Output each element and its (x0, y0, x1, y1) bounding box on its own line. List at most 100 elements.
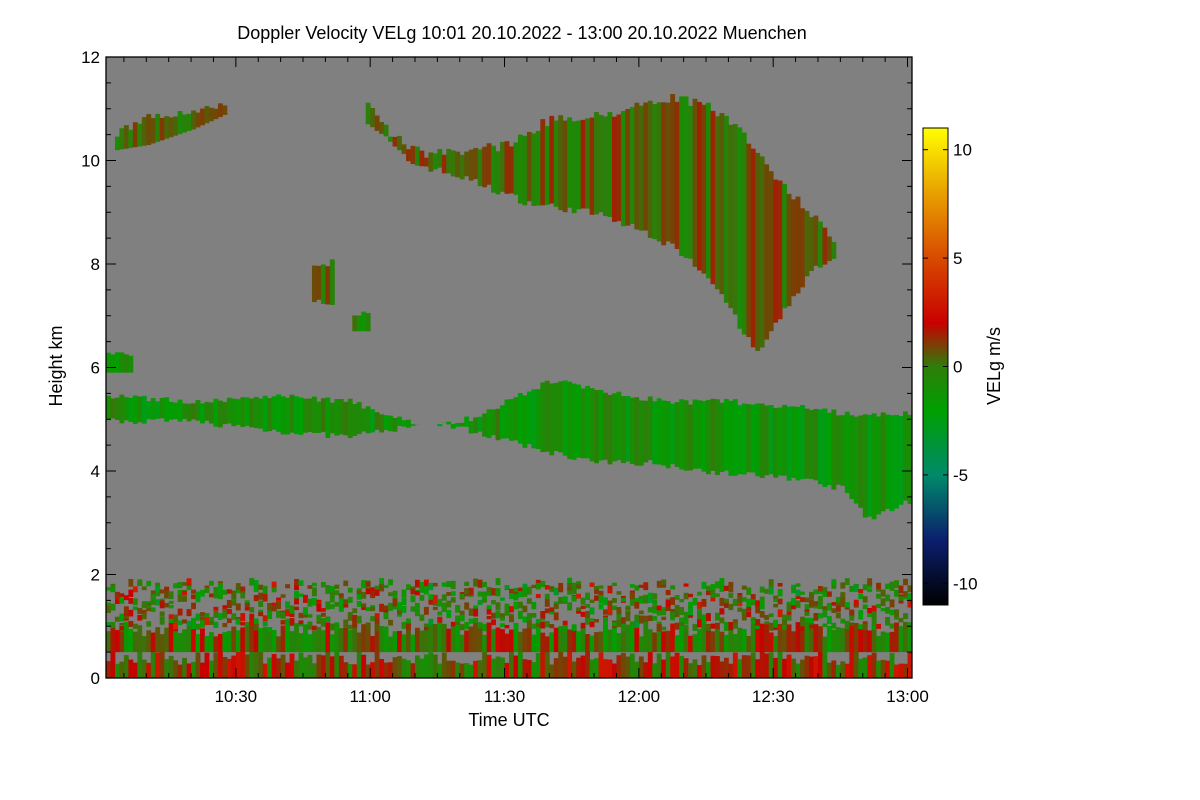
heatmap-cell (150, 590, 156, 597)
heatmap-cell (513, 624, 519, 653)
heatmap-cell (513, 622, 519, 630)
heatmap-cell (746, 603, 752, 612)
heatmap-cell (423, 626, 429, 631)
heatmap-cell (522, 605, 528, 613)
heatmap-cell (423, 623, 429, 653)
heatmap-cell (343, 627, 349, 653)
heatmap-cell (791, 598, 796, 606)
heatmap-cell (491, 145, 496, 193)
heatmap-cell (168, 618, 174, 624)
heatmap-cell (455, 151, 461, 178)
heatmap-cell (437, 424, 443, 427)
heatmap-cell (773, 603, 779, 608)
heatmap-cells (106, 94, 913, 678)
heatmap-cell (141, 395, 147, 424)
heatmap-cell (262, 627, 268, 653)
heatmap-cell (688, 601, 693, 608)
heatmap-cell (773, 179, 779, 323)
heatmap-cell (804, 408, 810, 479)
heatmap-cell (800, 659, 805, 678)
heatmap-cell (706, 661, 711, 678)
heatmap-cell (186, 609, 192, 616)
heatmap-cell (325, 622, 331, 653)
heatmap-cell (379, 584, 385, 592)
heatmap-cell (128, 598, 134, 604)
heatmap-cell (791, 587, 796, 594)
heatmap-cell (258, 584, 264, 590)
heatmap-cell (773, 595, 779, 601)
heatmap-cell (759, 596, 765, 602)
heatmap-cell (311, 396, 317, 433)
heatmap-cell (419, 594, 425, 601)
heatmap-cell (558, 626, 564, 631)
heatmap-cell (674, 635, 680, 653)
heatmap-cell (504, 603, 510, 610)
heatmap-cell (338, 608, 344, 612)
heatmap-cell (123, 354, 129, 373)
heatmap-cell (338, 593, 344, 598)
heatmap-cell (379, 625, 385, 653)
heatmap-cell (486, 409, 492, 439)
heatmap-cell (719, 585, 725, 592)
heatmap-cell (835, 605, 841, 612)
heatmap-cell (755, 622, 761, 653)
heatmap-cell (764, 626, 770, 653)
x-tick-label: 10:30 (215, 687, 258, 706)
heatmap-cell (679, 609, 685, 615)
heatmap-cell (795, 663, 801, 678)
heatmap-cell (777, 649, 783, 678)
heatmap-cell (876, 623, 882, 629)
heatmap-cell (289, 605, 295, 609)
heatmap-cell (764, 614, 770, 620)
heatmap-cell (840, 628, 846, 653)
heatmap-cell (809, 592, 814, 600)
heatmap-cell (826, 602, 832, 611)
heatmap-cell (522, 616, 528, 623)
heatmap-cell (665, 401, 671, 469)
heatmap-cell (661, 400, 667, 466)
heatmap-cell (849, 622, 855, 627)
heatmap-cell (450, 599, 456, 603)
heatmap-cell (862, 414, 868, 518)
heatmap-cell (486, 587, 492, 593)
heatmap-cell (168, 117, 174, 138)
heatmap-cell (320, 608, 326, 612)
heatmap-cell (535, 389, 541, 450)
heatmap-cell (741, 403, 747, 475)
heatmap-cell (200, 620, 205, 628)
y-tick-label: 2 (91, 566, 100, 585)
heatmap-cell (379, 122, 385, 134)
heatmap-cell (634, 614, 640, 622)
heatmap-cell (191, 110, 196, 130)
heatmap-cell (428, 583, 434, 591)
heatmap-cell (419, 630, 425, 653)
heatmap-cell (898, 416, 904, 505)
heatmap-cell (835, 664, 841, 678)
heatmap-cell (343, 599, 349, 605)
heatmap-cell (500, 657, 505, 678)
heatmap-cell (191, 602, 196, 610)
heatmap-cell (383, 584, 389, 589)
heatmap-cell (589, 635, 595, 653)
heatmap-cell (482, 623, 488, 632)
heatmap-cell (683, 617, 689, 625)
heatmap-cell (226, 608, 232, 615)
heatmap-cell (607, 112, 613, 217)
heatmap-cell (674, 609, 680, 618)
heatmap-cell (697, 601, 702, 609)
heatmap-cell (553, 587, 559, 596)
heatmap-cell (271, 396, 277, 430)
heatmap-cell (271, 605, 277, 610)
heatmap-cell (388, 579, 393, 586)
heatmap-cell (383, 662, 389, 678)
heatmap-cell (320, 582, 326, 588)
heatmap-cell (526, 131, 532, 202)
heatmap-cell (773, 407, 779, 478)
heatmap-cell (114, 352, 120, 373)
heatmap-cell (128, 578, 134, 587)
heatmap-cell (213, 591, 219, 599)
heatmap-cell (392, 136, 398, 147)
heatmap-cell (182, 657, 187, 678)
heatmap-cell (589, 599, 595, 604)
heatmap-cell (844, 620, 850, 628)
